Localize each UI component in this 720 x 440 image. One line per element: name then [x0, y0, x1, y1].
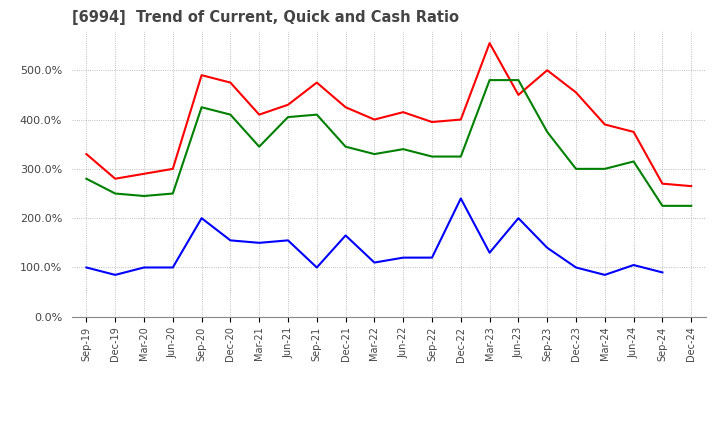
Current Ratio: [399, 110, 408, 115]
Cash Ratio: [399, 255, 408, 260]
Quick Ratio: [399, 147, 408, 152]
Quick Ratio: [456, 154, 465, 159]
Quick Ratio: [658, 203, 667, 209]
Current Ratio: [197, 73, 206, 78]
Cash Ratio: [111, 272, 120, 278]
Quick Ratio: [428, 154, 436, 159]
Quick Ratio: [168, 191, 177, 196]
Quick Ratio: [572, 166, 580, 172]
Cash Ratio: [168, 265, 177, 270]
Quick Ratio: [312, 112, 321, 117]
Cash Ratio: [572, 265, 580, 270]
Current Ratio: [514, 92, 523, 98]
Current Ratio: [284, 102, 292, 107]
Cash Ratio: [82, 265, 91, 270]
Quick Ratio: [140, 193, 148, 198]
Quick Ratio: [687, 203, 696, 209]
Current Ratio: [629, 129, 638, 135]
Quick Ratio: [255, 144, 264, 149]
Quick Ratio: [82, 176, 91, 181]
Current Ratio: [543, 68, 552, 73]
Current Ratio: [572, 90, 580, 95]
Cash Ratio: [485, 250, 494, 255]
Cash Ratio: [341, 233, 350, 238]
Quick Ratio: [284, 114, 292, 120]
Line: Cash Ratio: Cash Ratio: [86, 198, 662, 275]
Quick Ratio: [629, 159, 638, 164]
Line: Quick Ratio: Quick Ratio: [86, 80, 691, 206]
Quick Ratio: [543, 129, 552, 135]
Quick Ratio: [370, 151, 379, 157]
Cash Ratio: [197, 216, 206, 221]
Cash Ratio: [514, 216, 523, 221]
Line: Current Ratio: Current Ratio: [86, 43, 691, 186]
Quick Ratio: [600, 166, 609, 172]
Quick Ratio: [514, 77, 523, 83]
Cash Ratio: [600, 272, 609, 278]
Current Ratio: [255, 112, 264, 117]
Cash Ratio: [255, 240, 264, 246]
Cash Ratio: [284, 238, 292, 243]
Current Ratio: [140, 171, 148, 176]
Cash Ratio: [226, 238, 235, 243]
Quick Ratio: [341, 144, 350, 149]
Current Ratio: [456, 117, 465, 122]
Cash Ratio: [543, 245, 552, 250]
Current Ratio: [111, 176, 120, 181]
Quick Ratio: [111, 191, 120, 196]
Current Ratio: [226, 80, 235, 85]
Current Ratio: [600, 122, 609, 127]
Current Ratio: [485, 40, 494, 46]
Cash Ratio: [140, 265, 148, 270]
Cash Ratio: [658, 270, 667, 275]
Cash Ratio: [370, 260, 379, 265]
Cash Ratio: [629, 262, 638, 268]
Quick Ratio: [485, 77, 494, 83]
Cash Ratio: [456, 196, 465, 201]
Text: [6994]  Trend of Current, Quick and Cash Ratio: [6994] Trend of Current, Quick and Cash …: [72, 11, 459, 26]
Quick Ratio: [226, 112, 235, 117]
Current Ratio: [82, 151, 91, 157]
Quick Ratio: [197, 105, 206, 110]
Cash Ratio: [428, 255, 436, 260]
Current Ratio: [168, 166, 177, 172]
Current Ratio: [370, 117, 379, 122]
Current Ratio: [341, 105, 350, 110]
Current Ratio: [428, 119, 436, 125]
Current Ratio: [687, 183, 696, 189]
Current Ratio: [312, 80, 321, 85]
Cash Ratio: [312, 265, 321, 270]
Current Ratio: [658, 181, 667, 186]
